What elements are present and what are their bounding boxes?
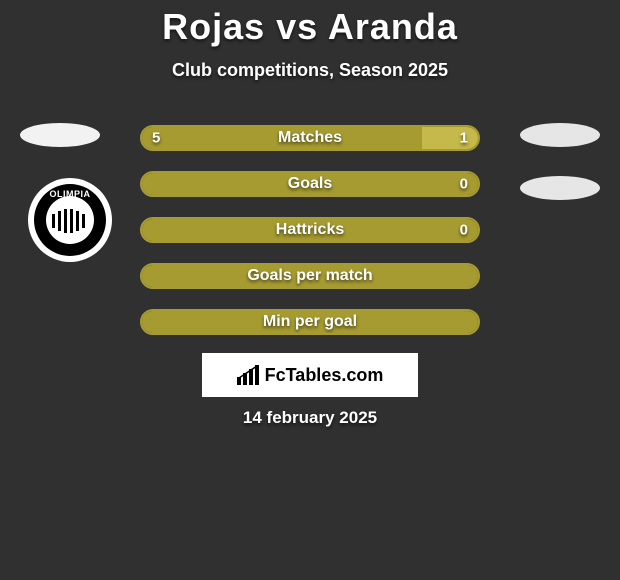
club-badge-olimpia: OLIMPIA [28,178,112,262]
date-label: 14 february 2025 [243,408,377,428]
bar-right-value: 0 [460,222,468,239]
bar-right-fill [422,127,478,149]
comparison-bars: Matches 5 1 Goals 0 Hattricks 0 Goals per match… [140,125,480,355]
subtitle: Club competitions, Season 2025 [0,60,620,81]
player-right-avatar [520,123,600,147]
stat-bar: Goals 0 [140,171,480,197]
player-left-avatar [20,123,100,147]
svg-text:OLIMPIA: OLIMPIA [50,189,91,199]
brand-badge: FcTables.com [202,353,418,397]
stat-bar: Goals per match [140,263,480,289]
player-right-club-avatar [520,176,600,200]
bar-right-value: 1 [460,130,468,147]
stat-bar: Hattricks 0 [140,217,480,243]
stat-bar: Min per goal [140,309,480,335]
bar-label: Matches [278,129,342,147]
brand-text: FcTables.com [265,365,384,386]
bar-left-value: 5 [152,130,160,147]
stat-bar: Matches 5 1 [140,125,480,151]
page-title: Rojas vs Aranda [0,0,620,48]
chart-icon [237,365,261,385]
bar-label: Hattricks [276,221,344,239]
bar-label: Min per goal [263,313,357,331]
bar-label: Goals per match [247,267,372,285]
bar-right-value: 0 [460,176,468,193]
bar-label: Goals [288,175,332,193]
